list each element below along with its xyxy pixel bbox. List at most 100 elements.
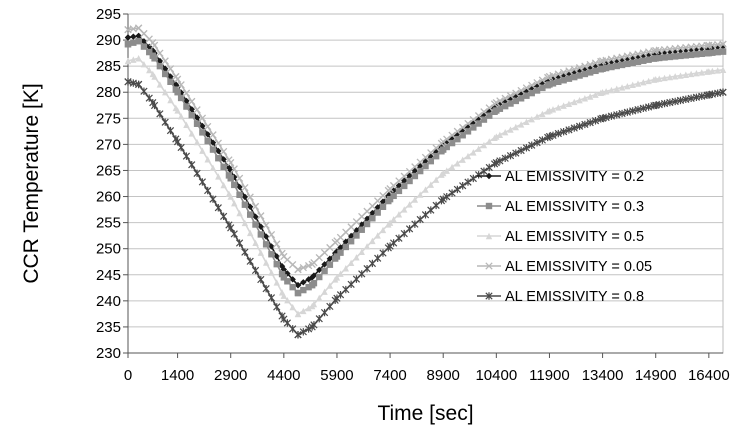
- series-marker: [166, 65, 175, 73]
- x-tick-label: 0: [124, 367, 132, 384]
- series-marker: [507, 100, 514, 107]
- series-marker: [390, 216, 397, 223]
- x-tick-label: 13400: [582, 367, 624, 384]
- legend-entry: AL EMISSIVITY = 0.5: [477, 229, 644, 245]
- series-marker: [506, 92, 515, 100]
- series-marker: [337, 244, 344, 251]
- series-marker: [459, 132, 466, 139]
- series-marker: [241, 193, 249, 201]
- series-marker: [549, 71, 557, 80]
- series-marker: [719, 66, 727, 74]
- series-marker: [437, 139, 446, 148]
- series-marker: [167, 78, 174, 85]
- series-marker: [145, 94, 153, 102]
- series-marker: [262, 284, 270, 293]
- series-marker: [438, 171, 445, 178]
- series-marker: [448, 134, 456, 142]
- series-marker: [666, 73, 674, 81]
- series-marker: [469, 174, 477, 183]
- series-al-emissivity-0-8: [124, 78, 727, 339]
- y-tick-label: 280: [96, 84, 121, 101]
- series-marker: [151, 55, 158, 62]
- series-marker: [517, 146, 525, 155]
- series-marker: [225, 156, 233, 164]
- series-marker: [512, 89, 520, 97]
- series-marker: [369, 215, 376, 222]
- series-marker: [432, 201, 440, 210]
- series-marker: [698, 69, 705, 76]
- series-marker: [294, 282, 302, 289]
- series-marker: [608, 86, 615, 94]
- series-marker: [369, 237, 376, 245]
- series-marker: [528, 115, 535, 123]
- series-marker: [597, 115, 605, 123]
- series-marker: [241, 219, 249, 227]
- series-marker: [560, 127, 568, 136]
- y-tick-label: 255: [96, 215, 121, 232]
- series-marker: [682, 71, 690, 78]
- series-marker: [172, 104, 180, 112]
- series-layer: [124, 24, 727, 339]
- series-marker: [634, 105, 642, 114]
- series-marker: [597, 89, 605, 97]
- series-marker: [230, 165, 238, 173]
- series-marker: [486, 107, 493, 114]
- series-marker: [209, 146, 217, 153]
- series-marker: [331, 296, 339, 304]
- series-marker: [273, 253, 280, 260]
- series-marker: [714, 48, 721, 56]
- series-marker: [491, 134, 498, 141]
- series-marker: [480, 116, 488, 123]
- series-marker: [124, 34, 132, 41]
- series-marker: [321, 288, 328, 295]
- series-marker: [597, 57, 605, 66]
- x-tick-label: 11900: [529, 367, 570, 384]
- series-marker: [262, 241, 270, 248]
- series-marker: [416, 167, 424, 175]
- series-marker: [129, 79, 137, 87]
- series-marker: [400, 229, 408, 238]
- series-marker: [273, 260, 280, 268]
- series-marker: [597, 66, 605, 73]
- series-marker: [576, 72, 583, 79]
- series-marker: [316, 266, 323, 274]
- series-marker: [289, 325, 297, 333]
- series-marker: [231, 181, 238, 189]
- series-marker: [693, 51, 700, 58]
- series-marker: [480, 108, 488, 116]
- series-marker: [310, 272, 318, 279]
- series-marker: [305, 325, 313, 333]
- series-marker: [411, 196, 419, 203]
- series-marker: [278, 312, 286, 320]
- series-marker: [305, 276, 312, 283]
- series-marker: [320, 308, 329, 317]
- series-marker: [512, 149, 520, 157]
- series-marker: [209, 131, 217, 139]
- x-tick-label: 1400: [161, 367, 194, 384]
- series-marker: [480, 111, 488, 118]
- series-marker: [177, 143, 185, 152]
- series-marker: [592, 91, 599, 98]
- series-marker: [422, 186, 429, 193]
- series-marker: [703, 68, 711, 75]
- series-marker: [719, 48, 727, 55]
- series-marker: [719, 88, 727, 96]
- series-marker: [150, 101, 159, 110]
- series-marker: [161, 70, 169, 78]
- series-marker: [299, 328, 307, 336]
- series-marker: [140, 29, 148, 38]
- series-marker: [432, 176, 440, 183]
- series-marker: [220, 163, 227, 171]
- series-marker: [353, 227, 360, 234]
- series-marker: [268, 251, 275, 258]
- x-tick-label: 14900: [635, 367, 677, 384]
- series-marker: [629, 81, 636, 89]
- y-tick-label: 245: [96, 267, 121, 284]
- series-marker: [358, 221, 365, 228]
- series-marker: [304, 261, 313, 270]
- series-marker: [443, 135, 451, 143]
- series-marker: [257, 275, 265, 284]
- series-marker: [215, 147, 222, 155]
- series-marker: [130, 33, 137, 40]
- series-marker: [629, 59, 636, 67]
